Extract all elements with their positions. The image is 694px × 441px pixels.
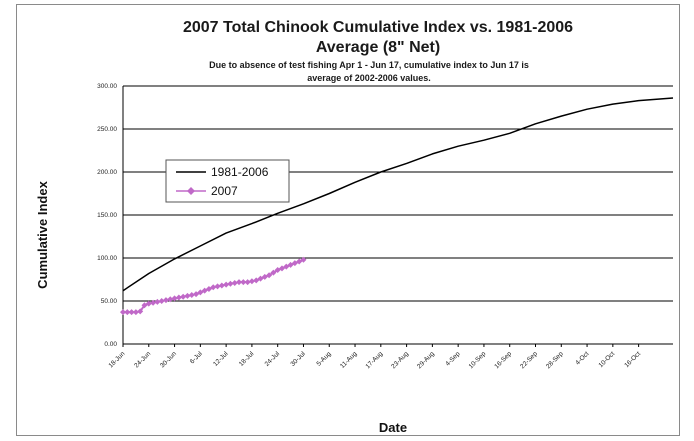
- series-point-2007: [223, 281, 230, 288]
- chart-frame: 2007 Total Chinook Cumulative Index vs. …: [16, 4, 680, 436]
- y-tick-label: 200.00: [97, 169, 117, 176]
- series-point-2007: [197, 289, 204, 296]
- series-point-2007: [180, 293, 187, 300]
- x-tick-label: 18-Jul: [238, 350, 256, 368]
- series-point-2007: [158, 298, 165, 304]
- x-tick-label: 6-Jul: [189, 350, 204, 365]
- series-point-2007: [257, 275, 264, 282]
- series-point-2007: [167, 296, 174, 303]
- series-point-2007: [141, 302, 148, 309]
- series-point-2007: [291, 260, 298, 267]
- series-point-2007: [210, 284, 217, 291]
- chart-subtitle-line2: average of 2002-2006 values.: [307, 73, 431, 83]
- x-tick-label: 23-Aug: [390, 350, 410, 370]
- x-tick-label: 10-Sep: [468, 350, 488, 370]
- x-tick-label: 16-Sep: [493, 350, 513, 370]
- series-point-2007: [137, 308, 144, 315]
- series-point-2007: [218, 282, 225, 289]
- series-point-2007: [145, 300, 152, 307]
- x-tick-label: 11-Aug: [339, 350, 359, 370]
- axis-layer: [122, 86, 673, 347]
- series-point-2007: [162, 297, 169, 304]
- series-point-2007: [175, 294, 182, 301]
- series-point-2007: [132, 309, 139, 316]
- series-point-2007: [296, 258, 303, 265]
- series-point-2007: [201, 287, 208, 294]
- x-tick-label: 18-Jun: [107, 350, 126, 369]
- series-point-2007: [124, 309, 131, 316]
- x-tick-label: 22-Sep: [519, 350, 539, 370]
- y-tick-label: 150.00: [97, 212, 117, 219]
- series-point-2007: [128, 309, 135, 316]
- series-point-2007: [287, 261, 294, 268]
- x-tick-label: 24-Jul: [264, 350, 282, 368]
- y-tick-label: 50.00: [101, 298, 118, 305]
- series-point-2007: [231, 279, 238, 286]
- x-tick-label: 28-Sep: [545, 350, 565, 370]
- series-point-2007: [300, 256, 307, 263]
- series-point-2007: [236, 279, 243, 286]
- series-point-2007: [244, 279, 251, 286]
- y-tick-labels: 0.00 50.00 100.00 150.00 200.00 250.00 300.00: [97, 83, 117, 348]
- series-point-2007: [188, 291, 195, 298]
- x-tick-label: 17-Aug: [364, 350, 384, 370]
- series-point-2007: [240, 279, 247, 286]
- chart-title-line2: Average (8" Net): [316, 39, 440, 56]
- x-tick-label: 29-Aug: [416, 350, 436, 370]
- chart-svg: 2007 Total Chinook Cumulative Index vs. …: [35, 19, 674, 435]
- legend-label-1981-2006: 1981-2006: [211, 165, 269, 179]
- x-tick-label: 4-Sep: [444, 350, 461, 367]
- series-point-2007: [270, 269, 277, 276]
- legend-marker-2007: [187, 187, 195, 195]
- x-axis-title: Date: [379, 420, 407, 435]
- series-line-1981-2006: [122, 97, 674, 292]
- series-point-2007: [171, 295, 178, 302]
- series-point-2007: [253, 277, 260, 284]
- series-point-2007: [154, 298, 161, 305]
- series-point-2007: [120, 309, 126, 316]
- x-tick-labels: 18-Jun 24-Jun 30-Jun 6-Jul 12-Jul 18-Jul 24-Ju…: [107, 350, 642, 370]
- series-point-2007: [278, 265, 285, 272]
- x-tick-label: 30-Jul: [289, 350, 307, 368]
- series-point-2007: [266, 272, 273, 279]
- series-point-2007: [283, 263, 290, 270]
- series-point-2007: [150, 299, 157, 306]
- series-layer: [120, 97, 674, 316]
- x-tick-label: 10-Oct: [598, 350, 617, 369]
- legend: 1981-2006 2007: [165, 159, 290, 203]
- series-point-2007: [227, 280, 234, 287]
- y-tick-label: 100.00: [97, 255, 117, 262]
- x-tick-label: 16-Oct: [623, 350, 642, 369]
- y-tick-label: 0.00: [104, 341, 117, 348]
- series-point-2007: [248, 278, 255, 285]
- y-tick-label: 300.00: [97, 83, 117, 90]
- series-point-2007: [261, 273, 268, 280]
- chart-subtitle: Due to absence of test fishing Apr 1 - J…: [209, 60, 529, 70]
- series-point-2007: [184, 292, 191, 299]
- series-point-2007: [205, 285, 212, 292]
- x-tick-label: 5-Aug: [315, 350, 332, 367]
- legend-label-2007: 2007: [211, 184, 238, 198]
- x-tick-label: 30-Jun: [159, 350, 178, 369]
- x-tick-label: 12-Jul: [212, 350, 230, 368]
- series-point-2007: [274, 267, 281, 274]
- grid-layer: [123, 85, 673, 345]
- series-point-2007: [193, 291, 200, 298]
- series-point-2007: [214, 283, 221, 290]
- x-tick-label: 24-Jun: [133, 350, 152, 369]
- chart-title: 2007 Total Chinook Cumulative Index vs. …: [183, 19, 573, 36]
- y-axis-title: Cumulative Index: [35, 180, 50, 288]
- x-tick-label: 4-Oct: [574, 350, 590, 366]
- y-tick-label: 250.00: [97, 126, 117, 133]
- legend-box: [165, 159, 290, 203]
